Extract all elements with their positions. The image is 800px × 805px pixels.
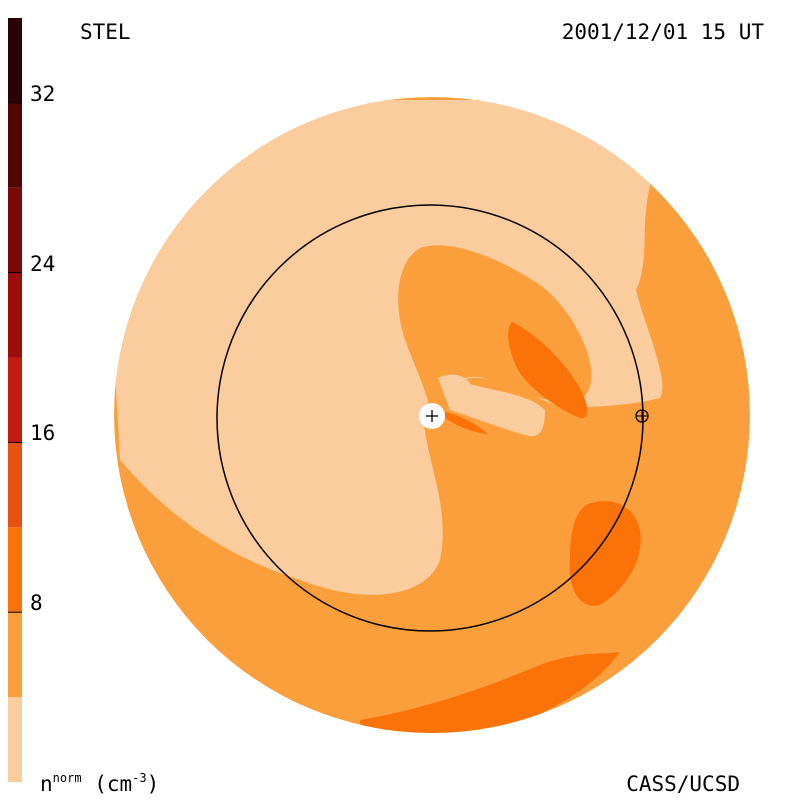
unit-exponent: -3 [132, 771, 147, 785]
colorbar-tick-label: 32 [30, 81, 56, 106]
colorbar-tick-label: 16 [30, 421, 56, 446]
timestamp-label: 2001/12/01 15 UT [561, 20, 764, 44]
colorbar-segment [8, 612, 22, 698]
unit-main: n [40, 772, 53, 796]
earth-orbit-circle [216, 204, 644, 632]
unit-superscript: norm [52, 771, 82, 785]
unit-paren-close: ) [146, 772, 160, 796]
colorbar-unit-label: nnorm (cm-3) [40, 772, 159, 795]
colorbar-segment [8, 272, 22, 358]
density-region-level-0-4 [114, 100, 663, 595]
colorbar-segment [8, 697, 22, 782]
colorbar-segment [8, 442, 22, 528]
colorbar-segment [8, 527, 22, 613]
density-region-level-8-12-d [445, 412, 488, 434]
density-region-level-8-12-a [508, 322, 588, 419]
sun-marker [419, 403, 445, 429]
colorbar-segment [8, 357, 22, 443]
colorbar-segment [8, 102, 22, 188]
colorbar-tick-label: 8 [30, 591, 43, 616]
density-region-level-8-12-b [569, 501, 641, 606]
colorbar-segment [8, 18, 22, 103]
colorbar-segment [8, 187, 22, 273]
instrument-label: STEL [80, 20, 131, 44]
density-region-level-0-4-finger [438, 374, 545, 437]
colorbar-tick-label: 24 [30, 251, 56, 276]
colorbar [8, 18, 22, 782]
unit-paren-open: (cm [81, 772, 133, 796]
credit-label: CASS/UCSD [626, 772, 740, 796]
density-region-level-8-12-c [360, 652, 620, 733]
earth-marker [635, 409, 649, 423]
